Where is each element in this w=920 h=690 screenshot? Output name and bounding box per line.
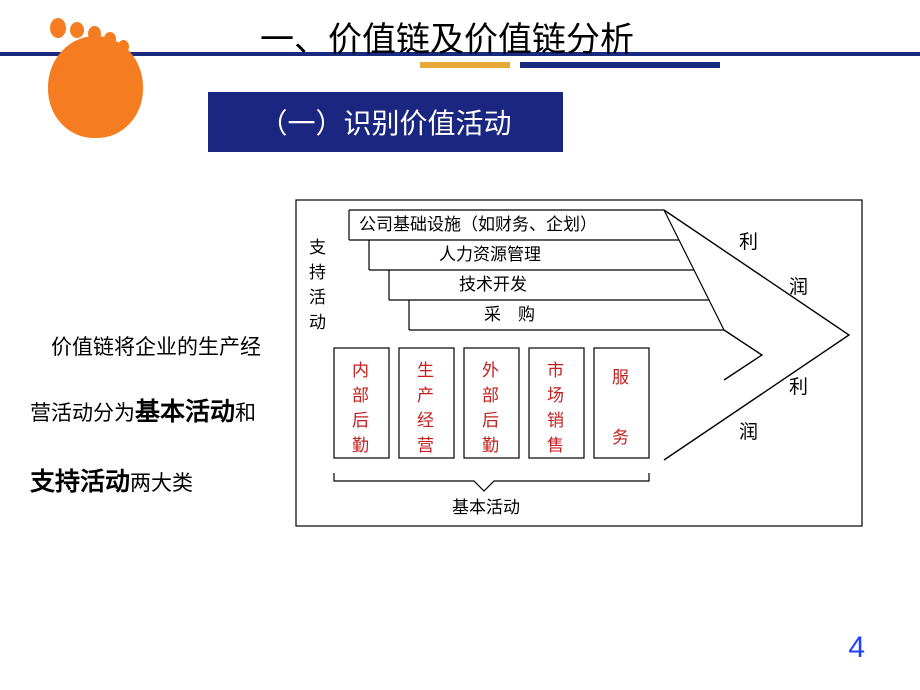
svg-text:外: 外 bbox=[482, 361, 499, 380]
svg-text:务: 务 bbox=[612, 428, 629, 447]
slide-title: 一、价值链及价值链分析 bbox=[260, 12, 634, 61]
svg-text:勤: 勤 bbox=[352, 436, 369, 455]
body-mid: 和 bbox=[235, 401, 256, 425]
primary-axis-label: 基本活动 bbox=[452, 498, 520, 517]
subtitle-text: （一）识别价值活动 bbox=[259, 102, 511, 142]
page-number: 4 bbox=[848, 631, 865, 665]
primary-col-2: 外部后勤 bbox=[482, 361, 499, 455]
header-accent-navy bbox=[520, 62, 720, 68]
body-strong-2: 支持活动 bbox=[30, 468, 130, 496]
primary-col-4: 服务 bbox=[612, 368, 629, 447]
svg-text:部: 部 bbox=[482, 386, 499, 405]
svg-text:销: 销 bbox=[547, 411, 564, 430]
profit-bot-1: 利 bbox=[789, 376, 808, 398]
svg-text:后: 后 bbox=[352, 411, 369, 430]
value-chain-diagram: 公司基础设施（如财务、企划） 人力资源管理 技术开发 采 购 支 持 活 动 内… bbox=[294, 198, 864, 528]
support-axis-0: 支 bbox=[309, 238, 326, 257]
profit-bot-2: 润 bbox=[739, 421, 758, 443]
primary-col-1: 生产经营 bbox=[417, 361, 434, 455]
support-row-3: 采 购 bbox=[484, 305, 535, 324]
svg-text:后: 后 bbox=[482, 411, 499, 430]
support-row-0: 公司基础设施（如财务、企划） bbox=[359, 215, 597, 234]
support-axis-1: 持 bbox=[309, 263, 326, 282]
body-post: 两大类 bbox=[130, 471, 193, 495]
primary-col-0: 内部后勤 bbox=[352, 361, 369, 455]
support-axis-3: 动 bbox=[309, 313, 326, 332]
svg-text:内: 内 bbox=[352, 361, 369, 380]
profit-top-1: 利 bbox=[739, 231, 758, 253]
svg-text:产: 产 bbox=[417, 386, 434, 405]
header-accent-gold bbox=[420, 62, 510, 68]
support-row-1: 人力资源管理 bbox=[439, 245, 541, 264]
svg-text:经: 经 bbox=[417, 411, 434, 430]
svg-text:营: 营 bbox=[417, 436, 434, 455]
body-strong-1: 基本活动 bbox=[135, 398, 235, 426]
svg-text:市: 市 bbox=[547, 361, 564, 380]
svg-text:场: 场 bbox=[547, 386, 564, 405]
svg-text:勤: 勤 bbox=[482, 436, 499, 455]
support-row-2: 技术开发 bbox=[459, 275, 527, 294]
body-paragraph: 价值链将企业的生产经营活动分为基本活动和支持活动两大类 bbox=[30, 318, 280, 517]
svg-text:服: 服 bbox=[612, 368, 629, 387]
svg-text:售: 售 bbox=[547, 436, 564, 455]
svg-text:部: 部 bbox=[352, 386, 369, 405]
support-axis-2: 活 bbox=[309, 288, 326, 307]
svg-text:生: 生 bbox=[417, 361, 434, 380]
footprint-icon bbox=[48, 18, 143, 138]
profit-top-2: 润 bbox=[789, 276, 808, 298]
primary-col-3: 市场销售 bbox=[547, 361, 564, 455]
subtitle-box: （一）识别价值活动 bbox=[208, 92, 563, 152]
